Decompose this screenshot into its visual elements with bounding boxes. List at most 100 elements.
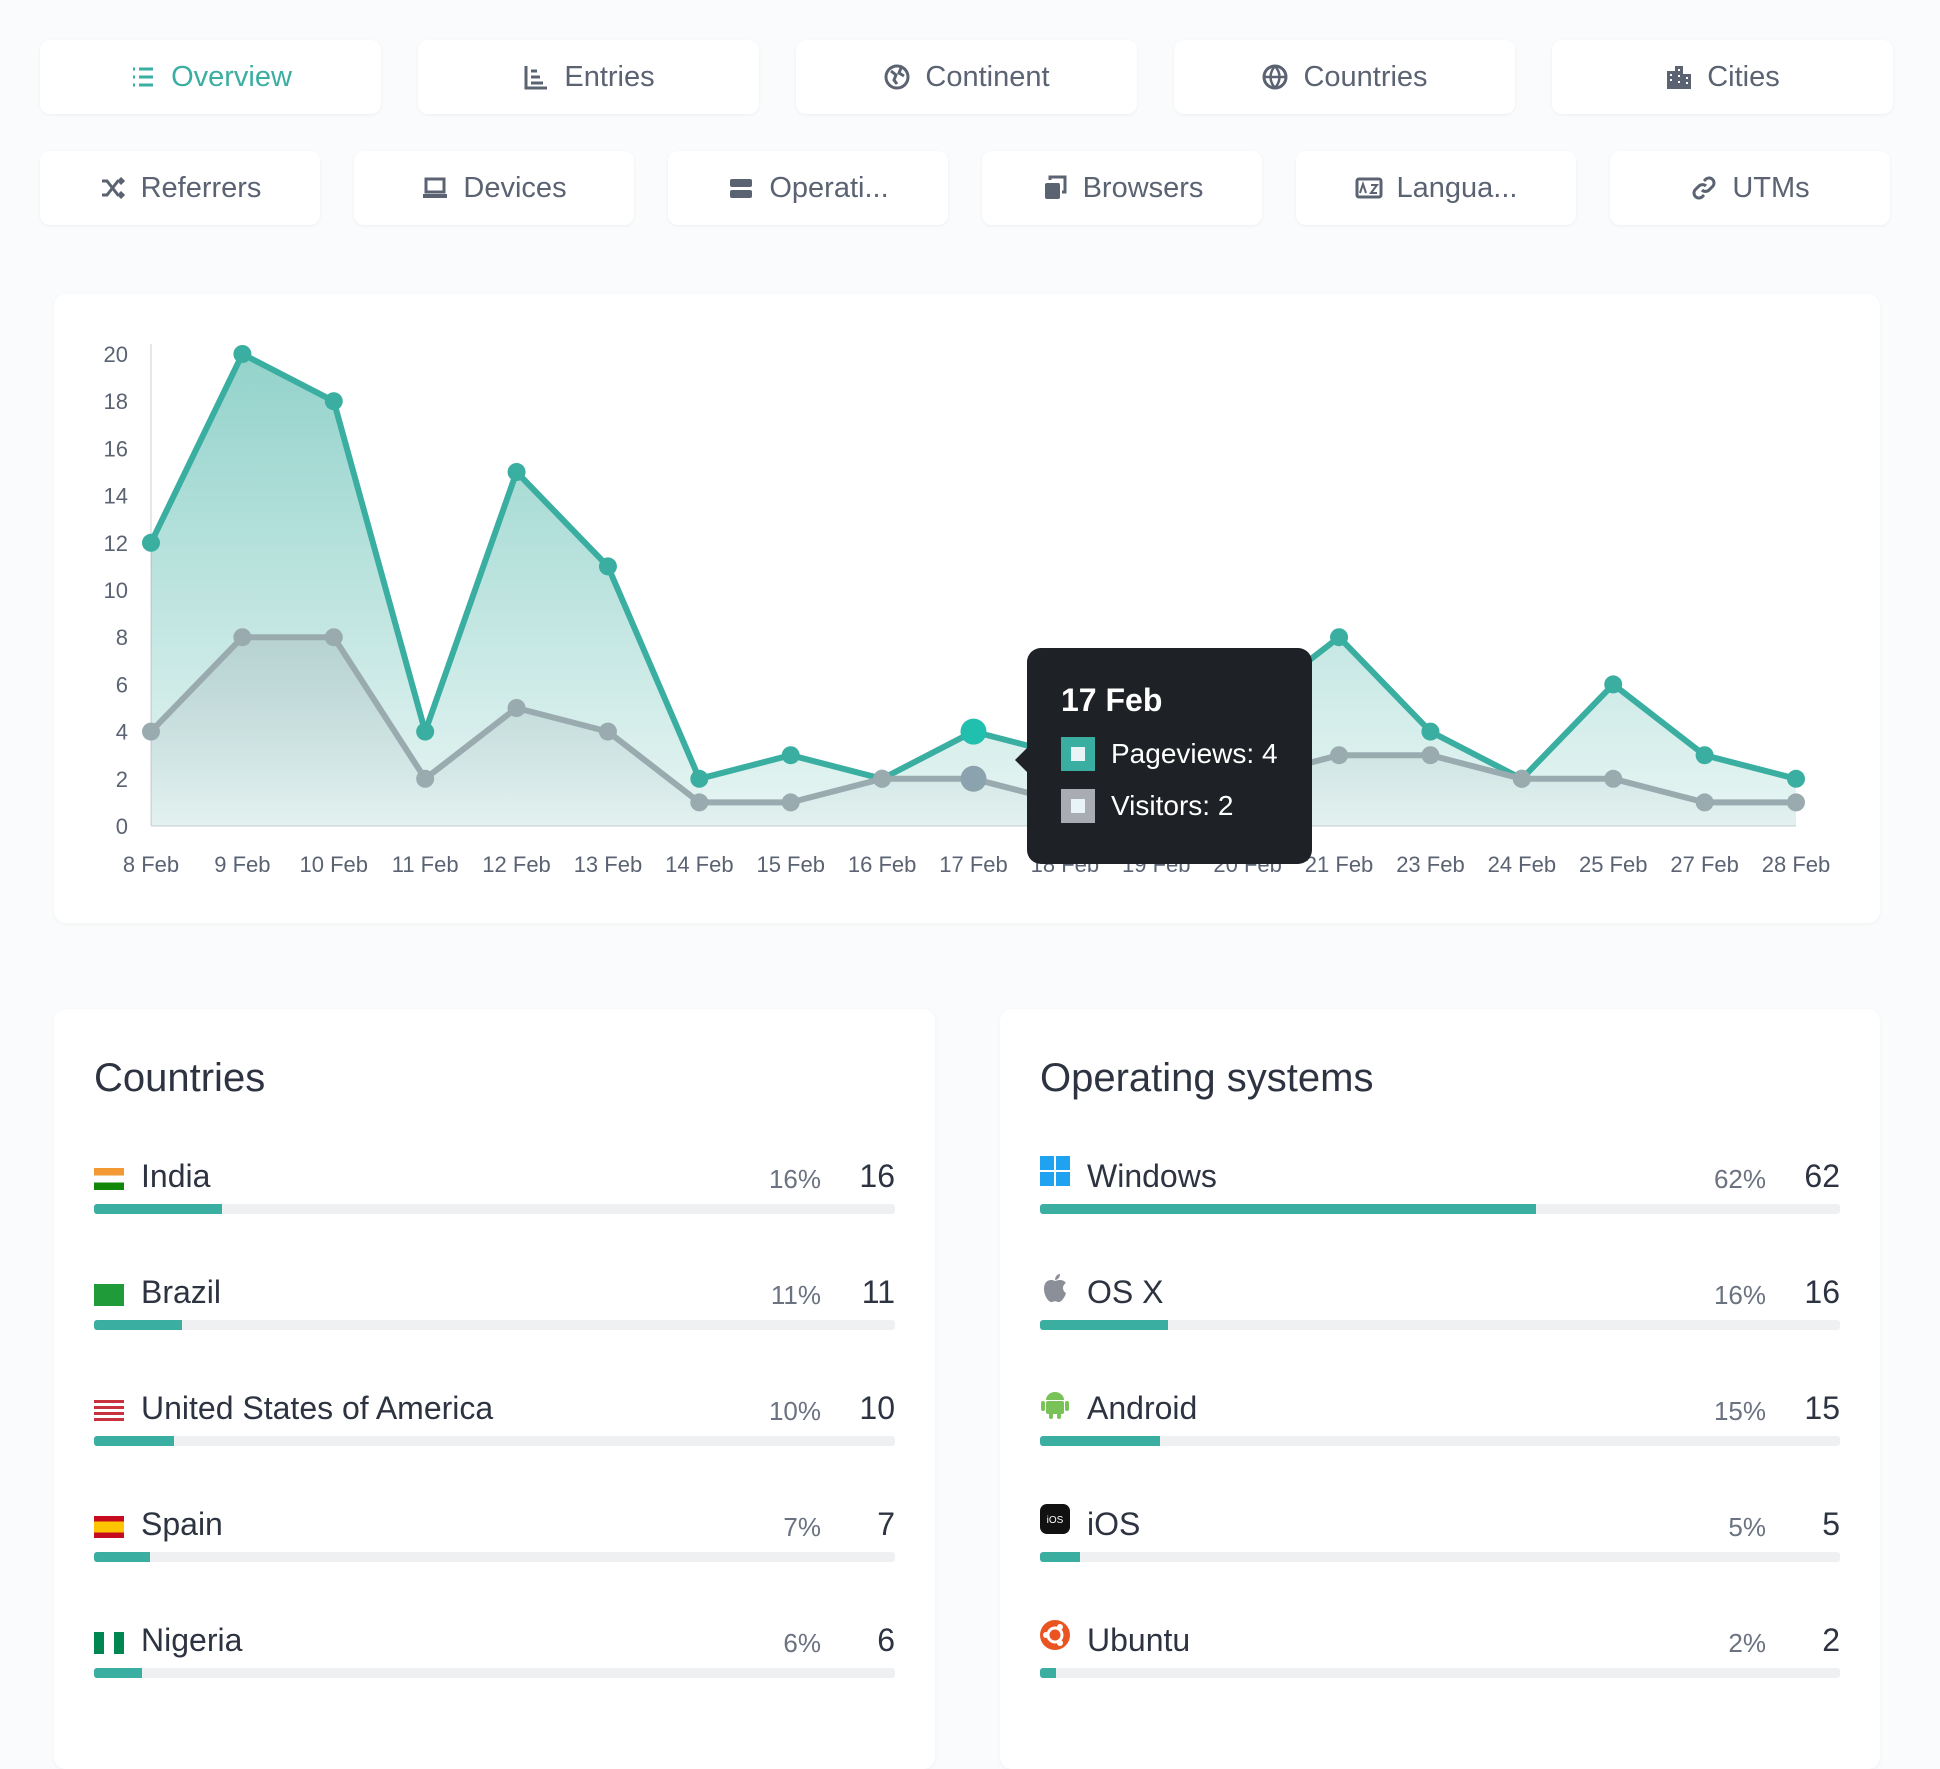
visitors-point[interactable]	[324, 628, 343, 647]
visitors-point[interactable]	[507, 699, 526, 717]
y-tick-label: 14	[104, 484, 128, 509]
earth-icon	[884, 64, 910, 90]
item-percent: 16%	[1713, 1280, 1766, 1310]
pageviews-area	[151, 354, 1796, 826]
windows-icon	[1040, 1156, 1070, 1186]
y-tick-label: 20	[104, 342, 128, 367]
progress-bar	[1040, 1552, 1840, 1562]
tab-label: Cities	[1707, 60, 1780, 93]
item-count: 7	[877, 1506, 895, 1542]
tab-utms[interactable]: UTMs	[1610, 151, 1890, 225]
visitors-point[interactable]	[233, 628, 252, 647]
progress-bar	[1040, 1436, 1840, 1446]
progress-bar	[94, 1204, 895, 1214]
tab-label: UTMs	[1732, 171, 1810, 204]
chart-tooltip: 17 Feb Pageviews: 4 Visitors: 2	[1015, 648, 1312, 864]
list-item[interactable]: OS X 16% 16	[1040, 1270, 1840, 1340]
flag-brazil-icon	[94, 1284, 124, 1306]
pageviews-point[interactable]	[1604, 675, 1623, 694]
tab-label: Entries	[564, 60, 655, 93]
list-item[interactable]: Android 15% 15	[1040, 1386, 1840, 1456]
ios-icon: iOS	[1040, 1504, 1070, 1534]
globe-icon	[1262, 64, 1288, 90]
list-item[interactable]: India 16% 16	[94, 1154, 895, 1224]
list-item[interactable]: Ubuntu 2% 2	[1040, 1618, 1840, 1688]
x-tick-label: 21 Feb	[1305, 852, 1374, 877]
tab-overview[interactable]: Overview	[40, 40, 381, 114]
progress-fill	[1040, 1204, 1536, 1214]
visitors-point[interactable]	[1787, 793, 1805, 812]
item-percent: 15%	[1713, 1396, 1766, 1426]
item-percent: 11%	[770, 1280, 821, 1310]
tab-countries[interactable]: Countries	[1174, 40, 1515, 114]
x-tick-label: 27 Feb	[1670, 852, 1739, 877]
item-count: 10	[859, 1390, 895, 1426]
pageviews-point[interactable]	[1695, 746, 1714, 765]
pageviews-point[interactable]	[416, 722, 435, 741]
visitors-point[interactable]	[781, 793, 800, 812]
list-item[interactable]: Spain 7% 7	[94, 1502, 895, 1572]
pageviews-chart[interactable]: 0 2 4 6 8 10 12 14 16 18 20 8 Feb 9 Feb 10 Feb 11 Feb 1…	[54, 294, 1880, 923]
pageviews-point[interactable]	[598, 557, 617, 576]
visitors-point[interactable]	[690, 793, 709, 812]
item-name: Ubuntu	[1087, 1622, 1191, 1658]
visitors-point[interactable]	[142, 722, 160, 741]
tab-label: Countries	[1303, 60, 1428, 93]
tab-label: Continent	[925, 60, 1050, 93]
item-count: 11	[861, 1274, 895, 1310]
tab-cities[interactable]: Cities	[1552, 40, 1893, 114]
pageviews-point[interactable]	[142, 533, 160, 552]
pageviews-point[interactable]	[507, 463, 526, 481]
visitors-point[interactable]	[1330, 746, 1349, 765]
item-count: 5	[1822, 1506, 1840, 1542]
pageviews-point[interactable]	[233, 345, 252, 363]
tab-operati[interactable]: Operati...	[668, 151, 948, 225]
visitors-point[interactable]	[1604, 769, 1623, 788]
visitors-point[interactable]	[873, 769, 892, 788]
item-percent: 7%	[783, 1512, 821, 1542]
y-tick-label: 2	[116, 767, 128, 792]
pageviews-point[interactable]	[1330, 628, 1349, 647]
list-item[interactable]: Brazil 11% 11	[94, 1270, 895, 1340]
tab-continent[interactable]: Continent	[796, 40, 1137, 114]
pageviews-point[interactable]	[690, 769, 709, 788]
x-tick-label: 9 Feb	[214, 852, 270, 877]
visitors-point[interactable]	[598, 722, 617, 741]
list-item[interactable]: Nigeria 6% 6	[94, 1618, 895, 1688]
visitors-point[interactable]	[1421, 746, 1440, 765]
visitors-point[interactable]	[416, 769, 435, 788]
flag-spain-icon	[94, 1516, 124, 1538]
tab-devices[interactable]: Devices	[354, 151, 634, 225]
x-tick-label: 16 Feb	[848, 852, 917, 877]
tab-label: Operati...	[769, 171, 889, 204]
pageviews-point[interactable]	[1787, 769, 1805, 788]
tab-label: Referrers	[140, 171, 262, 204]
list-item[interactable]: iOS iOS 5% 5	[1040, 1502, 1840, 1572]
tooltip-title: 17 Feb	[1061, 682, 1163, 718]
list-item[interactable]: United States of America 10% 10	[94, 1386, 895, 1456]
pageviews-point[interactable]	[781, 746, 800, 765]
item-name: Nigeria	[141, 1622, 243, 1658]
tab-entries[interactable]: Entries	[418, 40, 759, 114]
shuffle-icon	[101, 176, 125, 200]
y-tick-label: 0	[116, 814, 128, 839]
item-name: India	[141, 1158, 211, 1194]
tab-referrers[interactable]: Referrers	[40, 151, 320, 225]
x-tick-label: 13 Feb	[574, 852, 643, 877]
list-item[interactable]: Windows 62% 62	[1040, 1154, 1840, 1224]
pageviews-swatch	[1061, 737, 1095, 771]
pageviews-point[interactable]	[1421, 722, 1440, 741]
x-tick-label: 10 Feb	[300, 852, 369, 877]
tooltip-pageviews: Pageviews: 4	[1111, 738, 1278, 769]
visitors-point[interactable]	[1695, 793, 1714, 812]
pageviews-point[interactable]	[960, 718, 987, 745]
y-tick-label: 18	[104, 389, 128, 414]
tab-browsers[interactable]: Browsers	[982, 151, 1262, 225]
tab-label: Langua...	[1396, 171, 1518, 204]
item-percent: 5%	[1728, 1512, 1766, 1542]
pageviews-point[interactable]	[324, 392, 343, 411]
tab-langua[interactable]: Langua...	[1296, 151, 1576, 225]
visitors-point[interactable]	[960, 765, 987, 792]
y-tick-label: 6	[116, 672, 128, 697]
visitors-point[interactable]	[1512, 769, 1531, 788]
